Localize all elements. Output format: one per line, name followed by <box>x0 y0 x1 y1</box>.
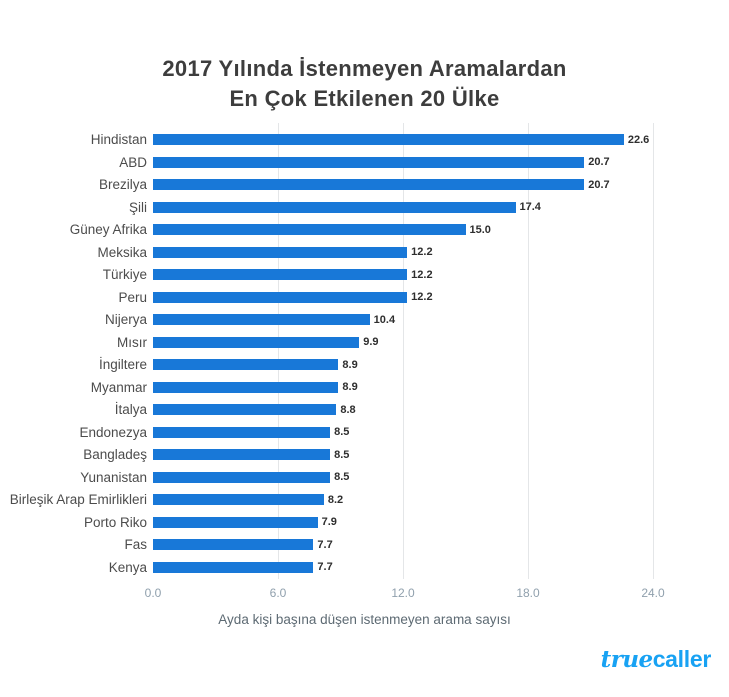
bar-row: Kenya 7.7 <box>109 556 653 579</box>
value-label: 20.7 <box>588 178 610 191</box>
bar-row: Brezilya 20.7 <box>99 173 653 196</box>
value-label: 12.2 <box>411 291 433 304</box>
value-label: 8.5 <box>334 448 350 461</box>
bar <box>153 471 331 483</box>
bar-row: Porto Riko 7.9 <box>84 511 653 534</box>
country-label: ABD <box>119 154 147 170</box>
bar-row: Güney Afrika 15.0 <box>70 218 653 241</box>
country-label: Birleşik Arap Emirlikleri <box>9 492 147 508</box>
bar-row: Peru 12.2 <box>118 286 653 309</box>
bar <box>153 494 324 506</box>
value-label: 8.2 <box>327 493 344 506</box>
country-label: Hindistan <box>90 132 147 148</box>
bar <box>153 291 408 303</box>
country-label: Mısır <box>117 334 147 350</box>
bar-row: Myanmar 8.9 <box>91 376 653 399</box>
value-label: 20.7 <box>588 156 610 169</box>
x-axis-tick-label: 18.0 <box>516 586 540 600</box>
value-label: 7.9 <box>321 516 337 529</box>
bar-row: Meksika 12.2 <box>97 241 653 264</box>
value-label: 8.5 <box>334 426 350 439</box>
gridline <box>402 123 404 579</box>
value-label: 7.7 <box>317 538 333 551</box>
truecaller-logo: truecaller <box>600 646 712 673</box>
bar <box>153 539 314 551</box>
plot-area: Hindistan 22.6 ABD 20.7 Brezilya 20.7 Şili 17.4… <box>10 123 654 579</box>
country-label: Yunanistan <box>80 469 147 485</box>
bar <box>153 269 408 281</box>
bar <box>153 404 337 416</box>
gridline <box>277 123 279 579</box>
country-label: İtalya <box>114 402 147 418</box>
country-label: Türkiye <box>102 267 147 283</box>
bar-row: Hindistan 22.6 <box>91 128 653 151</box>
chart-title-line1: 2017 Yılında İstenmeyen Aramalardan <box>162 56 567 81</box>
bar-row: Yunanistan 8.5 <box>80 466 653 489</box>
value-label: 8.8 <box>340 403 356 416</box>
bar-row: İngiltere 8.9 <box>99 353 653 376</box>
bar-row: Birleşik Arap Emirlikleri 8.2 <box>10 488 653 511</box>
bar <box>153 201 516 213</box>
value-label: 8.9 <box>342 381 358 394</box>
x-axis-tick-label: 24.0 <box>641 586 665 600</box>
value-label: 12.2 <box>411 268 433 281</box>
bar <box>153 134 624 146</box>
country-label: Bangladeş <box>83 447 147 463</box>
x-axis-tick-label: 0.0 <box>144 586 162 600</box>
x-axis-ticks: 0.0 6.0 12.0 18.0 24.0 <box>145 586 665 602</box>
logo-caller-text: caller <box>652 646 712 672</box>
value-label: 15.0 <box>469 223 491 236</box>
value-label: 17.4 <box>519 201 541 214</box>
gridline <box>652 123 654 579</box>
value-label: 22.6 <box>627 133 650 146</box>
bar <box>153 314 370 326</box>
country-label: Meksika <box>97 244 147 260</box>
country-label: Fas <box>124 537 147 553</box>
country-label: Şili <box>128 199 147 215</box>
bar <box>153 516 318 528</box>
bar <box>153 449 331 461</box>
bar-row: Türkiye 12.2 <box>103 263 653 286</box>
bar <box>153 156 585 168</box>
bar-row: Bangladeş 8.5 <box>83 443 653 466</box>
country-label: Peru <box>118 289 147 305</box>
chart-title-line2: En Çok Etkilenen 20 Ülke <box>229 86 500 111</box>
value-label: 10.4 <box>373 313 396 326</box>
value-label: 8.9 <box>342 358 358 371</box>
bar <box>153 246 408 258</box>
bar <box>153 224 466 236</box>
country-label: Brezilya <box>98 177 147 193</box>
bar <box>153 426 331 438</box>
bar <box>153 381 339 393</box>
bar-row: ABD 20.7 <box>119 151 653 174</box>
country-label: Myanmar <box>90 379 147 395</box>
value-label: 9.9 <box>363 336 379 349</box>
country-label: Güney Afrika <box>69 222 147 238</box>
bar-row: Mısır 9.9 <box>117 331 653 354</box>
x-axis-tick-label: 12.0 <box>391 586 415 600</box>
country-label: Endonezya <box>79 424 147 440</box>
country-label: Porto Riko <box>83 514 147 530</box>
bar <box>153 359 339 371</box>
chart-title: 2017 Yılında İstenmeyen Aramalardan En Ç… <box>0 54 729 114</box>
value-label: 12.2 <box>411 246 433 259</box>
country-label: Nijerya <box>104 312 147 328</box>
x-axis-label: Ayda kişi başına düşen istenmeyen arama … <box>218 612 511 627</box>
bar <box>153 336 360 348</box>
bar-row: Şili 17.4 <box>129 196 653 219</box>
bar-row: Endonezya 8.5 <box>79 421 653 444</box>
gridline <box>527 123 529 579</box>
bar-row: İtalya 8.8 <box>115 398 653 421</box>
bar <box>153 561 314 573</box>
bar-row: Nijerya 10.4 <box>105 308 653 331</box>
country-label: İngiltere <box>98 357 147 373</box>
value-label: 7.7 <box>317 561 333 574</box>
country-label: Kenya <box>108 559 147 575</box>
value-label: 8.5 <box>334 471 350 484</box>
bar <box>153 179 585 191</box>
logo-true-text: true <box>600 646 654 673</box>
bar-row: Fas 7.7 <box>124 533 653 556</box>
x-axis-tick-label: 6.0 <box>269 586 287 600</box>
